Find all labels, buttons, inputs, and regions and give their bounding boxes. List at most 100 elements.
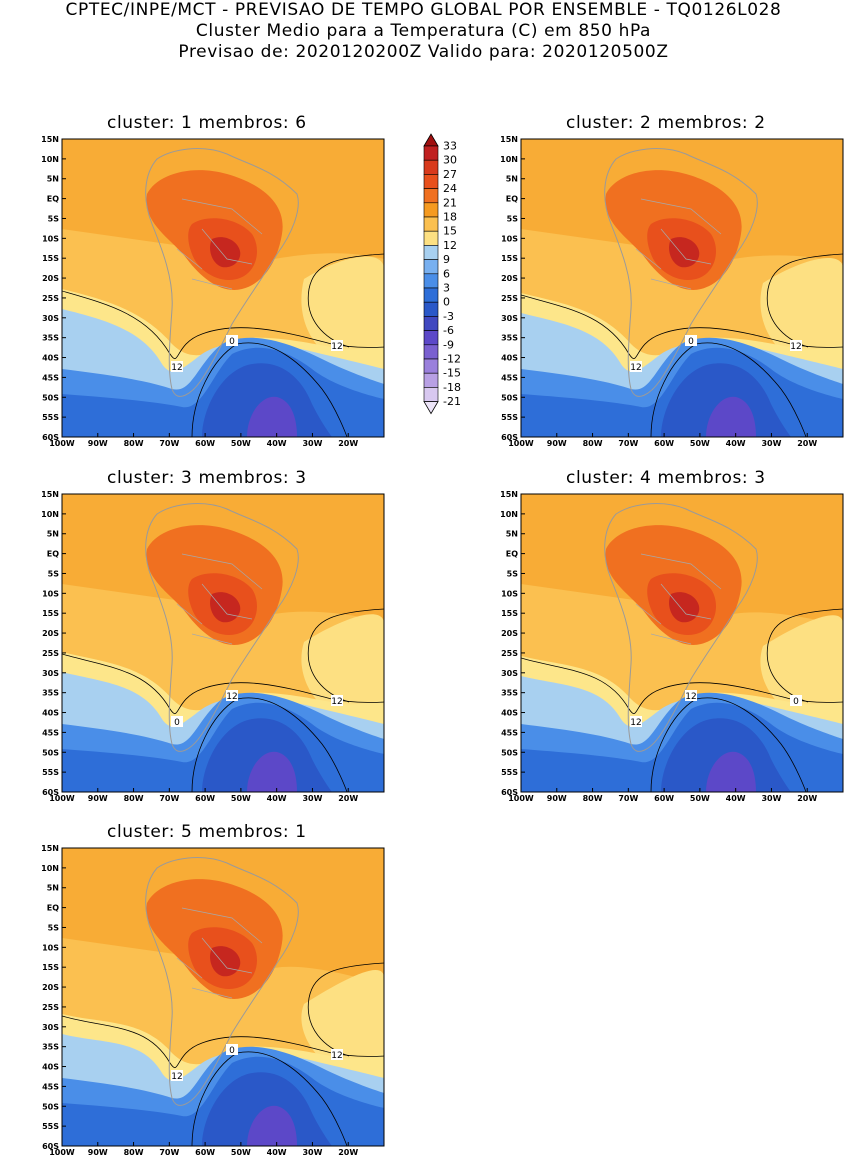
continental-hottest [669, 237, 700, 268]
lon-label: 70W [159, 794, 179, 803]
contour-label-box [685, 690, 697, 701]
colorbar-swatch [423, 358, 439, 374]
lon-label: 30W [302, 439, 322, 448]
lon-label: 70W [159, 439, 179, 448]
contour-0 [191, 1051, 348, 1146]
colorbar-swatch [423, 159, 439, 175]
lon-label: 50W [231, 439, 251, 448]
map-panel-2: 0 12 12 15N 10N 5N EQ 5S 10S 15S 20S 25S 30S 35S 40S 45… [500, 135, 844, 448]
lat-label: 55S [42, 413, 59, 422]
colorbar-swatch [423, 245, 439, 260]
cluster-3-title: cluster: 3 membros: 3 [107, 468, 307, 488]
coastline [145, 857, 299, 1106]
colorbar-swatch [423, 216, 439, 232]
contour-label-box [790, 340, 802, 351]
colorbar-label: -18 [443, 381, 461, 394]
lon-label: 20W [797, 439, 817, 448]
lat-label: 5N [47, 530, 59, 539]
lon-label: 70W [159, 1148, 179, 1157]
colorbar-swatch [423, 330, 439, 346]
lon-label: 80W [583, 794, 603, 803]
lon-label: 40W [726, 439, 746, 448]
lat-label: 60S [42, 1142, 59, 1151]
contour-label-box [630, 361, 642, 372]
lat-label: 5N [506, 530, 518, 539]
contour-label: 12 [685, 692, 696, 702]
colorbar-swatch [423, 387, 439, 402]
contour-label: 0 [688, 337, 694, 347]
south-atlantic-warm [301, 256, 384, 369]
lon-label: 50W [231, 1148, 251, 1157]
lat-label: 15N [41, 135, 59, 144]
colorbar-label: 15 [443, 225, 457, 238]
borders [176, 198, 263, 290]
contour-label: 0 [174, 718, 180, 728]
lat-label: 5S [507, 569, 519, 578]
lat-label: 5N [47, 884, 59, 893]
contour-label: 12 [171, 363, 182, 373]
lon-label: 20W [338, 439, 358, 448]
colorbar-bottom-arrow [423, 401, 439, 415]
contour-label-box [790, 695, 802, 706]
lat-label: 30S [42, 1023, 59, 1032]
colorbar-label: 24 [443, 182, 457, 195]
colorbar-label: 6 [443, 267, 450, 280]
coldest-core [706, 751, 756, 792]
colorbar-label: 9 [443, 253, 450, 266]
lon-label: 80W [583, 439, 603, 448]
contour-label: 0 [793, 697, 799, 707]
lat-label: 35S [42, 1043, 59, 1052]
lon-label: 30W [302, 1148, 322, 1157]
lat-label: 55S [42, 1122, 59, 1131]
lon-label: 30W [302, 794, 322, 803]
lat-label: 20S [501, 274, 518, 283]
contour-label-box [171, 1070, 183, 1081]
lon-label: 50W [231, 794, 251, 803]
lon-label: 30W [761, 439, 781, 448]
lat-label: 5S [48, 569, 60, 578]
colorbar-swatch [423, 372, 439, 388]
colorbar-swatch [423, 230, 439, 246]
lat-label: 25S [42, 294, 59, 303]
contour-label: 12 [331, 697, 342, 707]
continental-hottest [669, 592, 700, 623]
header-line-2: Cluster Medio para a Temperatura (C) em … [195, 21, 652, 41]
lat-label: 15S [501, 254, 518, 263]
continental-hottest [210, 592, 241, 623]
contour-12-east [307, 962, 384, 1057]
lat-label: 55S [501, 768, 518, 777]
contour-12-east [766, 608, 843, 703]
lon-label: 60W [654, 439, 674, 448]
lat-label: 25S [42, 1003, 59, 1012]
contour-label: 12 [630, 718, 641, 728]
colorbar-swatch [423, 174, 439, 189]
lon-label: 90W [88, 439, 108, 448]
colorbar-swatch [423, 145, 439, 161]
lat-label: 15N [41, 844, 59, 853]
contour-label-box [331, 1049, 343, 1060]
south-atlantic-warm [301, 970, 384, 1078]
colorbar-label: -12 [443, 353, 461, 366]
lat-label: 5S [48, 214, 60, 223]
lat-label: 60S [42, 433, 59, 442]
lat-label: 60S [501, 433, 518, 442]
contour-0 [191, 342, 348, 437]
contour-label: 12 [630, 363, 641, 373]
lon-label: 20W [338, 794, 358, 803]
coldest-core [247, 396, 297, 437]
lon-label: 100W [49, 794, 75, 803]
lat-label: 5S [507, 214, 519, 223]
lat-label: 45S [42, 728, 59, 737]
lat-label: 15S [501, 609, 518, 618]
coastline [145, 503, 299, 752]
borders [635, 198, 722, 290]
colorbar-label: 0 [443, 296, 450, 309]
lon-label: 60W [195, 1148, 215, 1157]
map-frame [520, 138, 844, 438]
map-panel-3: 12 12 0 15N 10N 5N EQ 5S 10S 15S 20S 25S 30S 35S 40S 45… [41, 490, 385, 803]
colorbar-swatch [423, 188, 439, 204]
lat-label: 5N [47, 175, 59, 184]
colorbar-swatch [423, 316, 439, 331]
lat-label: 10N [41, 864, 59, 873]
